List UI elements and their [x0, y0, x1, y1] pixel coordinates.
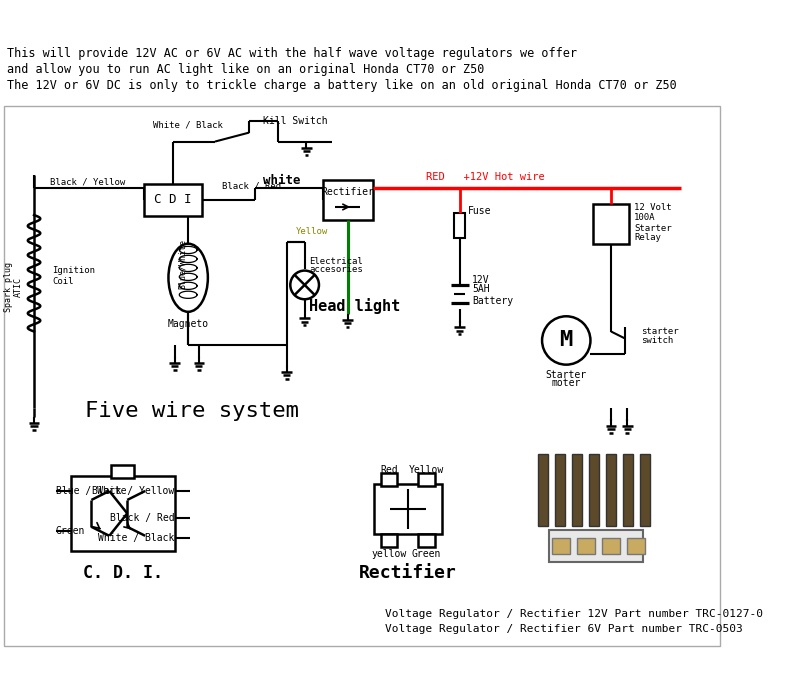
Text: Green: Green	[412, 548, 441, 559]
Bar	[606, 454, 616, 526]
Bar	[374, 484, 442, 534]
Text: Ignition
Coil: Ignition Coil	[52, 266, 95, 286]
Text: Head light: Head light	[309, 298, 400, 314]
Text: Spark plug
ATIC: Spark plug ATIC	[4, 262, 23, 311]
Bar	[455, 213, 465, 238]
Text: Green: Green	[56, 526, 85, 536]
Text: Kill Switch: Kill Switch	[264, 116, 328, 126]
Bar	[552, 537, 570, 554]
Bar	[640, 454, 650, 526]
Text: 5AH: 5AH	[472, 283, 489, 294]
Text: Starter: Starter	[634, 224, 672, 233]
Bar	[144, 184, 201, 216]
Text: Fuse: Fuse	[468, 207, 491, 216]
Text: white: white	[264, 174, 301, 187]
Bar	[525, 454, 661, 553]
Bar	[418, 473, 434, 486]
Text: 12 Volt: 12 Volt	[634, 203, 672, 212]
Text: The 12V or 6V DC is only to trickle charge a battery like on an old original Hon: The 12V or 6V DC is only to trickle char…	[7, 79, 677, 92]
Bar	[111, 465, 134, 477]
Bar	[381, 534, 397, 546]
Circle shape	[542, 316, 591, 364]
Text: M: M	[560, 331, 573, 351]
Text: Black / Yellow: Black / Yellow	[92, 486, 175, 496]
Circle shape	[290, 271, 319, 299]
Text: Relay: Relay	[634, 233, 661, 242]
Text: White / Black: White / Black	[99, 533, 175, 544]
Bar	[70, 476, 175, 551]
Text: 100A: 100A	[634, 213, 656, 223]
Text: Rectifier: Rectifier	[321, 187, 374, 197]
Text: Yellow: Yellow	[409, 465, 444, 475]
Text: Black / Red: Black / Red	[222, 182, 282, 191]
Text: switch: switch	[641, 336, 673, 345]
Text: Black / Red: Black / Red	[110, 513, 175, 523]
Text: This will provide 12V AC or 6V AC with the half wave voltage regulators we offer: This will provide 12V AC or 6V AC with t…	[7, 47, 577, 59]
Text: Rectifier: Rectifier	[358, 564, 456, 582]
Bar	[577, 537, 595, 554]
Bar	[555, 454, 565, 526]
Text: starter: starter	[641, 327, 678, 336]
Text: Blue / White: Blue / White	[56, 486, 126, 496]
Text: C. D. I.: C. D. I.	[83, 564, 163, 582]
Text: Electrical: Electrical	[309, 257, 363, 266]
Text: Magneto: Magneto	[167, 319, 209, 329]
Text: accesories: accesories	[309, 265, 363, 274]
Bar	[418, 534, 434, 546]
Bar	[323, 180, 373, 220]
Text: C D I: C D I	[155, 194, 192, 206]
Text: yellow: yellow	[371, 548, 406, 559]
Text: White / Black: White / Black	[153, 121, 223, 130]
Bar	[589, 454, 599, 526]
Bar	[623, 454, 633, 526]
Bar	[538, 454, 549, 526]
Bar	[593, 204, 629, 244]
Text: Voltage Regulator / Rectifier 12V Part number TRC-0127-0: Voltage Regulator / Rectifier 12V Part n…	[385, 609, 763, 619]
Text: Red: Red	[380, 465, 398, 475]
Bar	[627, 537, 645, 554]
Bar	[381, 473, 397, 486]
Bar	[5, 105, 720, 646]
Text: 12V: 12V	[472, 274, 489, 285]
Text: Yellow: Yellow	[295, 227, 328, 236]
Text: Battery: Battery	[472, 296, 513, 306]
Bar	[572, 454, 582, 526]
Ellipse shape	[168, 244, 208, 312]
Text: Starter: Starter	[546, 369, 587, 380]
Bar	[602, 537, 620, 554]
Text: Blue/White: Blue/White	[177, 239, 186, 289]
Text: Five wire system: Five wire system	[85, 402, 299, 422]
Text: Voltage Regulator / Rectifier 6V Part number TRC-0503: Voltage Regulator / Rectifier 6V Part nu…	[385, 624, 743, 634]
Text: moter: moter	[552, 378, 581, 389]
Bar	[549, 531, 643, 562]
Text: and allow you to run AC light like on an original Honda CT70 or Z50: and allow you to run AC light like on an…	[7, 63, 485, 76]
Text: Black / Yellow: Black / Yellow	[50, 177, 125, 187]
Text: RED   +12V Hot wire: RED +12V Hot wire	[426, 172, 544, 183]
